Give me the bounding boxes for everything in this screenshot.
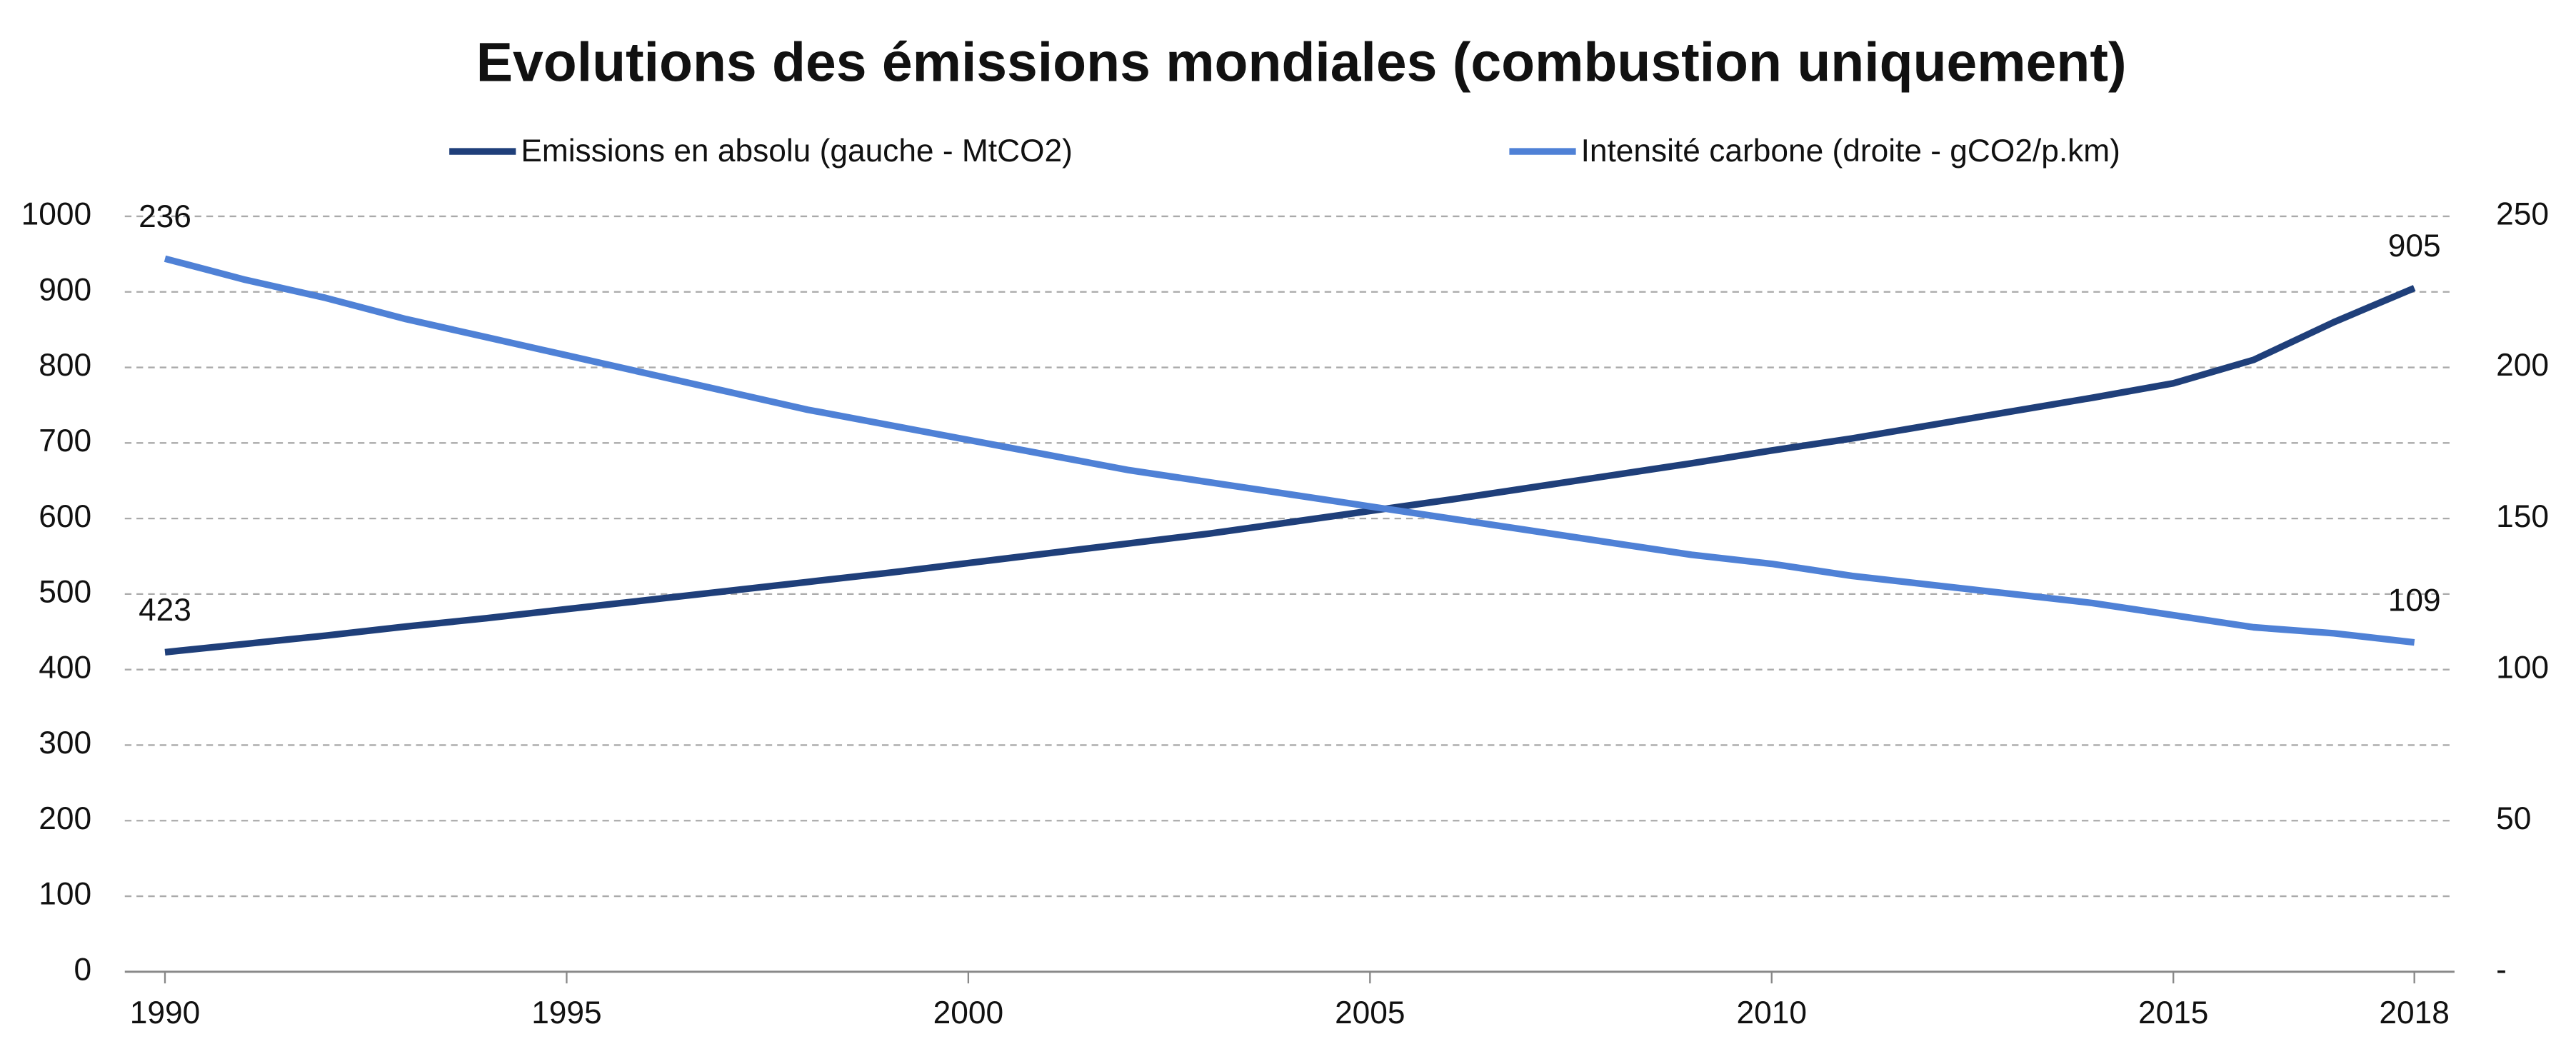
y-tick-label: 300 <box>39 726 91 761</box>
x-tick-label: 1990 <box>130 995 200 1030</box>
data-label: 423 <box>139 593 191 628</box>
y-tick-label: 900 <box>39 272 91 307</box>
legend-label: Emissions en absolu (gauche - MtCO2) <box>521 134 1073 169</box>
y-tick-label: 100 <box>39 877 91 912</box>
y2-tick-label: 50 <box>2496 801 2531 836</box>
data-label: 109 <box>2388 583 2441 618</box>
y-tick-label: 600 <box>39 499 91 534</box>
y-tick-label: 700 <box>39 423 91 458</box>
x-tick-label: 2015 <box>2138 995 2208 1030</box>
series-line <box>164 285 2416 656</box>
y2-tick-label: - <box>2496 953 2507 988</box>
y2-tick-label: 100 <box>2496 650 2549 685</box>
y2-tick-label: 150 <box>2496 499 2549 534</box>
data-label: 236 <box>139 199 191 234</box>
legend-label: Intensité carbone (droite - gCO2/p.km) <box>1581 134 2120 169</box>
y2-tick-label: 250 <box>2496 197 2549 232</box>
y-tick-label: 1000 <box>21 197 91 232</box>
series-line <box>164 255 2415 646</box>
x-tick-label: 2010 <box>1737 995 1807 1030</box>
x-tick-label: 2005 <box>1335 995 1405 1030</box>
y-tick-label: 0 <box>74 953 92 988</box>
chart-title: Evolutions des émissions mondiales (comb… <box>476 32 2127 94</box>
y-tick-label: 500 <box>39 575 91 610</box>
y-tick-label: 200 <box>39 801 91 836</box>
data-label: 905 <box>2388 229 2441 263</box>
y-tick-label: 400 <box>39 650 91 685</box>
x-tick-label: 2000 <box>933 995 1003 1030</box>
y2-tick-label: 200 <box>2496 348 2549 383</box>
x-tick-label: 1995 <box>531 995 601 1030</box>
x-tick-label: 2018 <box>2379 995 2449 1030</box>
y-tick-label: 800 <box>39 348 91 383</box>
